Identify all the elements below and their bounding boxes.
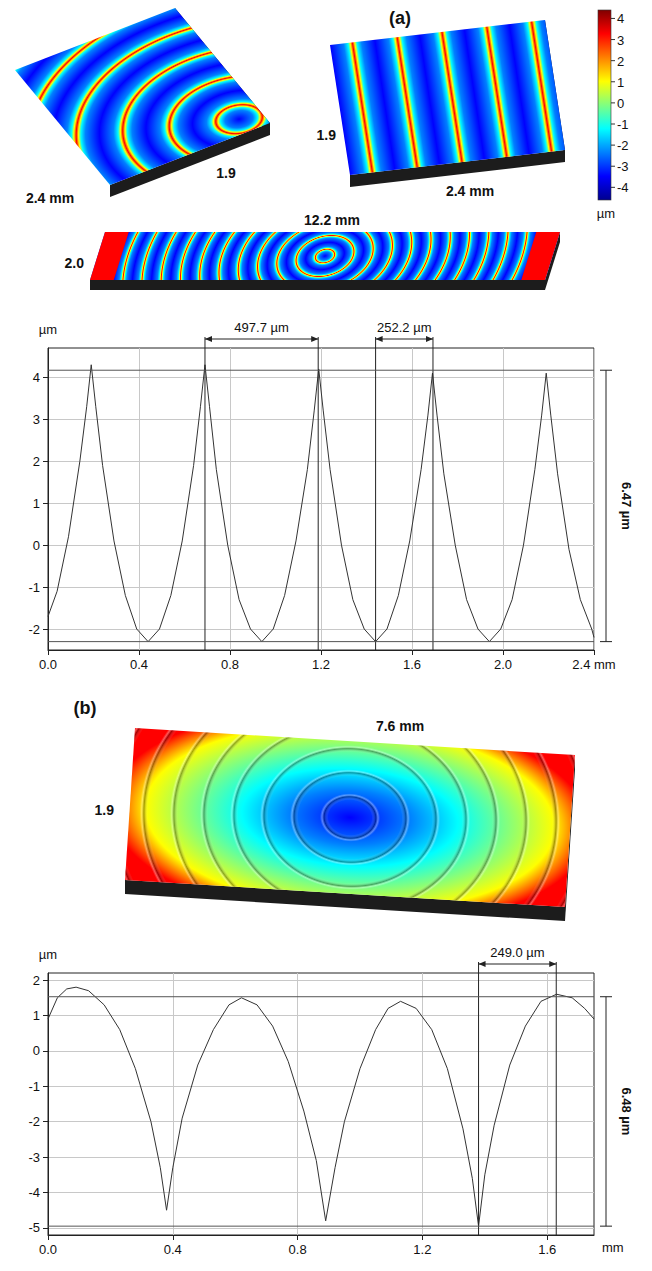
svg-text:1.2: 1.2 (413, 1242, 431, 1257)
svg-text:0.8: 0.8 (289, 1242, 307, 1257)
svg-text:0.4: 0.4 (130, 657, 148, 672)
svg-text:-2: -2 (28, 622, 40, 637)
svg-text:12.2 mm: 12.2 mm (304, 212, 360, 228)
svg-text:mm: mm (602, 1240, 624, 1255)
svg-text:3: 3 (33, 412, 40, 427)
svg-text:0: 0 (33, 1043, 40, 1058)
svg-text:2.0: 2.0 (494, 657, 512, 672)
svg-text:µm: µm (597, 206, 615, 221)
svg-text:0.0: 0.0 (39, 1242, 57, 1257)
svg-text:1.9: 1.9 (216, 165, 236, 181)
svg-text:1.9: 1.9 (317, 127, 337, 143)
svg-text:0: 0 (33, 538, 40, 553)
svg-text:1: 1 (33, 1008, 40, 1023)
svg-text:2.4 mm: 2.4 mm (446, 183, 494, 199)
svg-text:1.2: 1.2 (312, 657, 330, 672)
svg-text:(b): (b) (74, 698, 97, 718)
svg-text:2: 2 (617, 54, 624, 69)
svg-text:0: 0 (617, 96, 624, 111)
svg-text:-1: -1 (28, 1079, 40, 1094)
svg-text:(a): (a) (389, 8, 411, 28)
svg-text:-2: -2 (28, 1114, 40, 1129)
svg-text:0.8: 0.8 (221, 657, 239, 672)
svg-text:4: 4 (33, 370, 40, 385)
svg-text:2.0: 2.0 (65, 255, 85, 271)
svg-text:-5: -5 (28, 1220, 40, 1235)
svg-text:1: 1 (617, 75, 624, 90)
svg-text:-4: -4 (617, 180, 629, 195)
svg-text:µm: µm (39, 322, 57, 337)
svg-text:0.0: 0.0 (39, 657, 57, 672)
svg-text:µm: µm (39, 947, 57, 962)
svg-text:1.6: 1.6 (403, 657, 421, 672)
svg-text:6.47 µm: 6.47 µm (619, 482, 634, 530)
svg-text:1.6: 1.6 (538, 1242, 556, 1257)
svg-text:252.2 µm: 252.2 µm (377, 320, 431, 335)
svg-text:-3: -3 (28, 1150, 40, 1165)
svg-text:4: 4 (617, 11, 624, 26)
svg-text:-2: -2 (617, 138, 629, 153)
svg-text:6.48 µm: 6.48 µm (619, 1087, 634, 1135)
svg-text:2: 2 (33, 454, 40, 469)
svg-text:249.0 µm: 249.0 µm (490, 945, 544, 960)
svg-text:-1: -1 (28, 580, 40, 595)
svg-text:-4: -4 (28, 1185, 40, 1200)
svg-text:1.9: 1.9 (95, 802, 115, 818)
svg-text:2.4 mm: 2.4 mm (26, 190, 74, 206)
svg-text:1: 1 (33, 496, 40, 511)
svg-text:497.7 µm: 497.7 µm (234, 320, 288, 335)
svg-text:7.6 mm: 7.6 mm (376, 718, 424, 734)
svg-text:0.4: 0.4 (164, 1242, 182, 1257)
svg-text:3: 3 (617, 33, 624, 48)
svg-text:2.4 mm: 2.4 mm (572, 657, 615, 672)
svg-text:-3: -3 (617, 159, 629, 174)
svg-text:2: 2 (33, 973, 40, 988)
svg-text:-1: -1 (617, 117, 629, 132)
